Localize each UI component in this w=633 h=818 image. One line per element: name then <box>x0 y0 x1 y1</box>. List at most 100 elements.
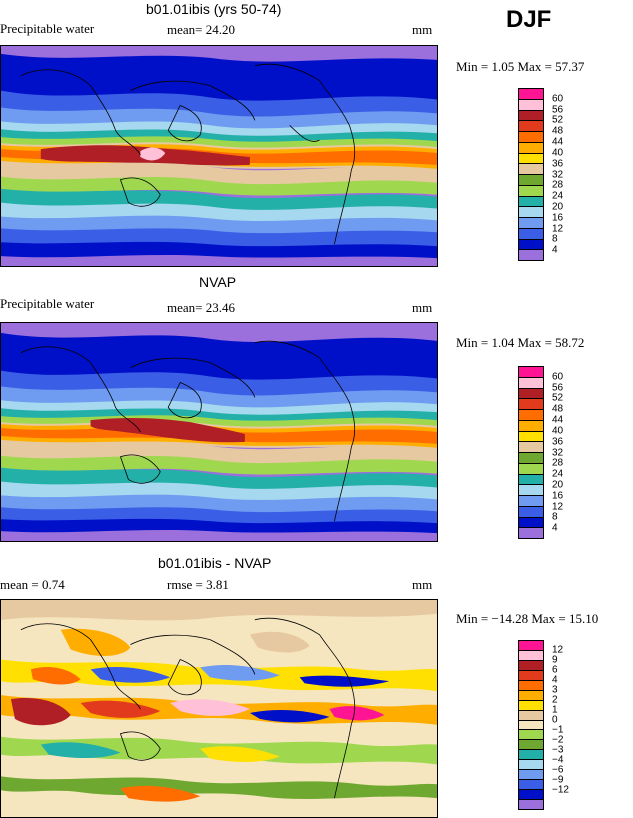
colorbar-tick-label: 44 <box>552 414 564 426</box>
colorbar-swatch <box>519 228 543 240</box>
colorbar-tick-label: 4 <box>552 522 558 534</box>
colorbar-tick-label: 4 <box>552 674 558 686</box>
panel3-map <box>0 599 438 818</box>
colorbar-tick-label: 56 <box>552 104 564 116</box>
colorbar-tick-label: 1 <box>552 704 558 716</box>
colorbar-swatch <box>519 442 543 453</box>
colorbar-tick-label: 52 <box>552 114 564 126</box>
colorbar-tick-label: 2 <box>552 694 558 706</box>
colorbar-swatch <box>519 730 543 741</box>
colorbar-swatch <box>519 121 543 132</box>
panel1-variable-label: Precipitable water <box>0 21 95 36</box>
colorbar-swatch <box>519 239 543 251</box>
panel2-map <box>0 322 438 542</box>
colorbar-tick-label: 0 <box>552 714 558 726</box>
colorbar-swatch <box>519 410 543 421</box>
panel2-colorbar <box>518 366 544 539</box>
colorbar-swatch <box>519 377 543 389</box>
panel3-mean: mean = 0.74 <box>0 577 65 592</box>
colorbar-swatch <box>519 670 543 681</box>
colorbar-tick-label: 6 <box>552 664 558 676</box>
colorbar-swatch <box>519 453 543 464</box>
colorbar-tick-label: −9 <box>552 774 564 786</box>
colorbar-tick-label: 36 <box>552 436 564 448</box>
colorbar-swatch <box>519 110 543 122</box>
colorbar-swatch <box>519 750 543 761</box>
colorbar-tick-label: 40 <box>552 425 564 437</box>
colorbar-swatch <box>519 650 543 661</box>
colorbar-tick-label: 12 <box>552 223 564 235</box>
panel2-minmax: Min = 1.04 Max = 58.72 <box>456 335 585 350</box>
panel3-rmse: rmse = 3.81 <box>167 577 229 592</box>
colorbar-tick-label: 60 <box>552 93 564 105</box>
colorbar-tick-label: −1 <box>552 724 564 736</box>
colorbar-tick-label: 4 <box>552 244 558 256</box>
colorbar-swatch <box>519 388 543 400</box>
colorbar-swatch <box>519 517 543 529</box>
colorbar-tick-label: 32 <box>552 169 564 180</box>
colorbar-swatch <box>519 740 543 751</box>
colorbar-tick-label: 16 <box>552 212 564 224</box>
colorbar-tick-label: 48 <box>552 403 564 415</box>
colorbar-tick-label: −6 <box>552 764 564 776</box>
colorbar-swatch <box>519 399 543 410</box>
colorbar-tick-label: 40 <box>552 147 564 159</box>
colorbar-swatch <box>519 250 543 260</box>
colorbar-swatch <box>519 142 543 154</box>
colorbar-tick-label: 24 <box>552 190 564 202</box>
colorbar-swatch <box>519 474 543 486</box>
colorbar-tick-label: 8 <box>552 511 558 523</box>
colorbar-swatch <box>519 89 543 100</box>
panel3-colorbar <box>518 640 544 810</box>
colorbar-tick-label: 16 <box>552 490 564 502</box>
colorbar-tick-label: 9 <box>552 654 558 666</box>
colorbar-tick-label: 36 <box>552 158 564 170</box>
panel3-title: b01.01ibis - NVAP <box>158 555 272 571</box>
panel2-mean: mean= 23.46 <box>167 300 235 315</box>
colorbar-tick-label: 28 <box>552 457 564 469</box>
colorbar-swatch <box>519 528 543 538</box>
colorbar-tick-label: −12 <box>552 784 569 796</box>
panel1-mean: mean= 24.20 <box>167 22 235 37</box>
panel1-title: b01.01ibis (yrs 50-74) <box>146 1 282 17</box>
colorbar-tick-label: 48 <box>552 125 564 137</box>
colorbar-swatch <box>519 760 543 771</box>
colorbar-swatch <box>519 99 543 111</box>
colorbar-tick-label: 32 <box>552 447 564 458</box>
colorbar-swatch <box>519 800 543 809</box>
colorbar-tick-label: 28 <box>552 179 564 191</box>
colorbar-tick-label: 44 <box>552 136 564 148</box>
colorbar-swatch <box>519 641 543 651</box>
colorbar-swatch <box>519 367 543 378</box>
colorbar-swatch <box>519 185 543 197</box>
panel1-units: mm <box>412 22 433 37</box>
colorbar-swatch <box>519 463 543 475</box>
colorbar-tick-label: 3 <box>552 684 558 696</box>
colorbar-swatch <box>519 153 543 165</box>
colorbar-swatch <box>519 660 543 671</box>
colorbar-swatch <box>519 770 543 781</box>
colorbar-tick-label: 20 <box>552 479 564 491</box>
colorbar-tick-label: 60 <box>552 371 564 383</box>
colorbar-swatch <box>519 496 543 507</box>
colorbar-swatch <box>519 218 543 229</box>
colorbar-tick-label: 12 <box>552 644 564 656</box>
colorbar-swatch <box>519 700 543 711</box>
colorbar-swatch <box>519 780 543 791</box>
colorbar-swatch <box>519 690 543 701</box>
colorbar-swatch <box>519 420 543 432</box>
colorbar-swatch <box>519 720 543 731</box>
colorbar-tick-label: 56 <box>552 382 564 394</box>
colorbar-swatch <box>519 506 543 518</box>
colorbar-swatch <box>519 207 543 218</box>
panel3-minmax: Min = −14.28 Max = 15.10 <box>456 611 599 626</box>
colorbar-swatch <box>519 680 543 691</box>
panel2-title: NVAP <box>199 274 237 290</box>
panel3-units: mm <box>412 577 433 592</box>
colorbar-tick-label: 52 <box>552 392 564 404</box>
panel1-colorbar <box>518 88 544 261</box>
panel2-variable-label: Precipitable water <box>0 296 95 311</box>
colorbar-swatch <box>519 196 543 208</box>
colorbar-swatch <box>519 431 543 443</box>
colorbar-swatch <box>519 710 543 721</box>
